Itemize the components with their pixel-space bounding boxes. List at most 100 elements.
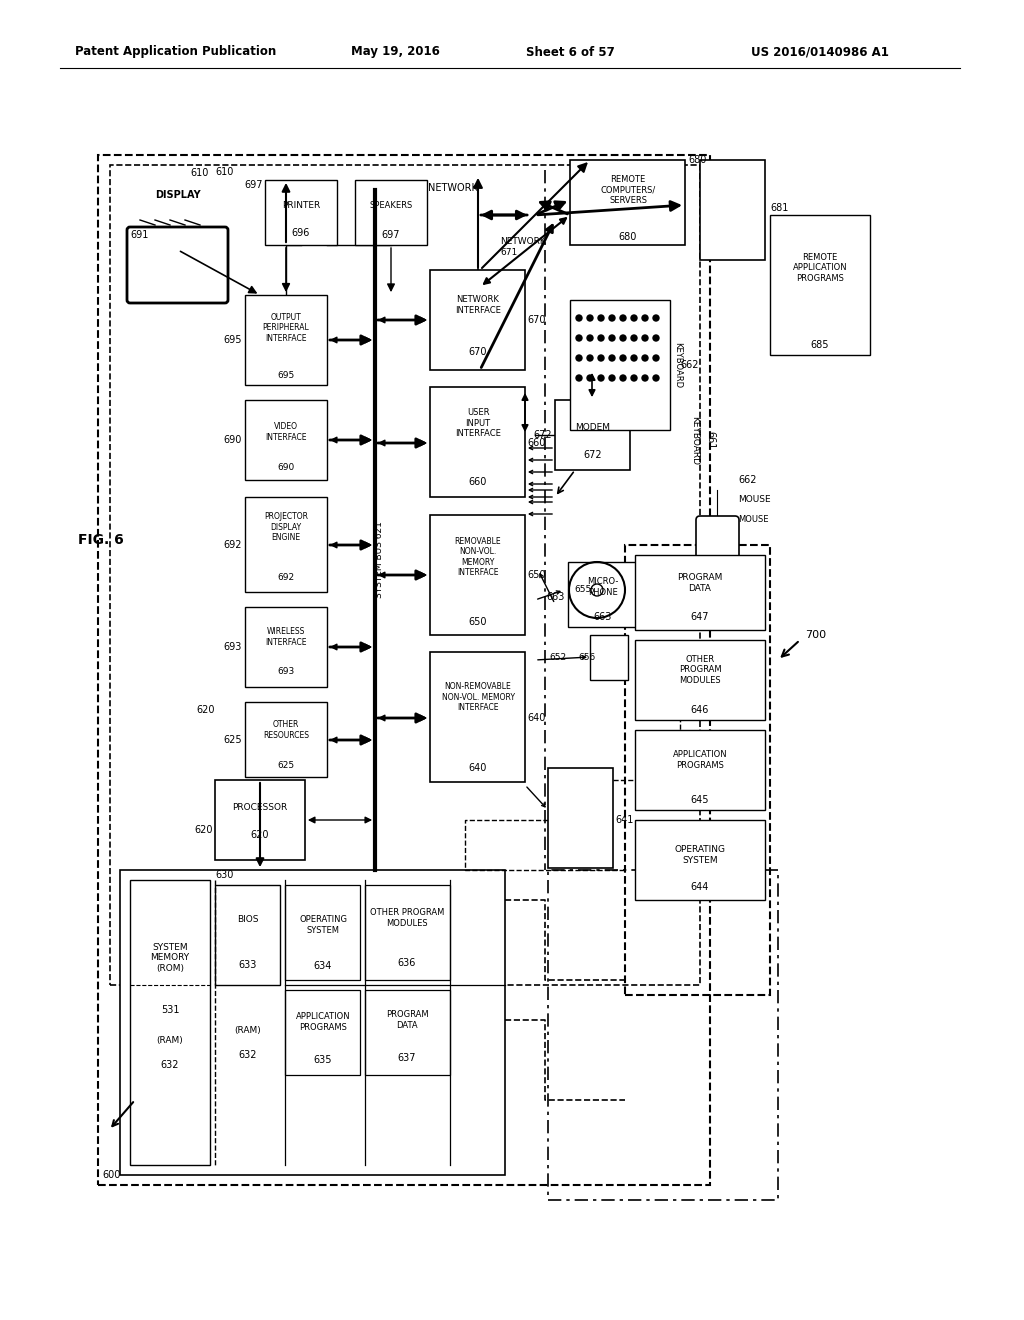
- Text: 610: 610: [215, 168, 233, 177]
- Text: DISPLAY: DISPLAY: [156, 190, 201, 201]
- Text: 663: 663: [594, 612, 612, 622]
- Text: 663: 663: [547, 591, 565, 602]
- Text: May 19, 2016: May 19, 2016: [350, 45, 439, 58]
- Circle shape: [575, 315, 582, 321]
- Circle shape: [620, 315, 626, 321]
- Text: REMOVABLE
NON-VOL.
MEMORY
INTERFACE: REMOVABLE NON-VOL. MEMORY INTERFACE: [455, 537, 502, 577]
- Circle shape: [620, 375, 626, 381]
- Text: 647: 647: [691, 612, 710, 622]
- Bar: [245, 294, 327, 385]
- Bar: [355, 180, 427, 246]
- Bar: [98, 154, 710, 1185]
- Text: 695: 695: [223, 335, 242, 345]
- Text: 620: 620: [251, 830, 269, 840]
- Circle shape: [587, 335, 593, 341]
- Circle shape: [609, 315, 615, 321]
- Text: 660: 660: [527, 438, 546, 447]
- Circle shape: [653, 375, 659, 381]
- Text: 697: 697: [245, 180, 263, 190]
- Text: 620: 620: [195, 825, 213, 836]
- Text: 691: 691: [130, 230, 148, 240]
- Bar: [430, 652, 525, 781]
- Circle shape: [620, 335, 626, 341]
- Bar: [635, 730, 765, 810]
- Bar: [555, 400, 630, 470]
- Text: SYSTEM BUS 621: SYSTEM BUS 621: [376, 521, 384, 598]
- Text: VIDEO
INTERFACE: VIDEO INTERFACE: [265, 422, 307, 442]
- Text: KEYBOARD: KEYBOARD: [673, 342, 682, 388]
- Text: NON-REMOVABLE
NON-VOL. MEMORY
INTERFACE: NON-REMOVABLE NON-VOL. MEMORY INTERFACE: [441, 682, 514, 711]
- Bar: [635, 820, 765, 900]
- Text: 655: 655: [574, 586, 592, 594]
- Text: 662: 662: [680, 360, 698, 370]
- Text: 672: 672: [584, 450, 602, 459]
- Text: 672: 672: [534, 430, 552, 440]
- Text: 652: 652: [550, 653, 567, 663]
- Text: REMOTE
COMPUTERS/
SERVERS: REMOTE COMPUTERS/ SERVERS: [600, 176, 655, 205]
- Circle shape: [631, 375, 637, 381]
- Text: FIG. 6: FIG. 6: [78, 533, 124, 546]
- Bar: [365, 884, 450, 979]
- Text: 644: 644: [691, 882, 710, 892]
- Text: OTHER
PROGRAM
MODULES: OTHER PROGRAM MODULES: [679, 655, 721, 685]
- Text: 531: 531: [161, 1005, 179, 1015]
- Bar: [285, 990, 360, 1074]
- Text: Sheet 6 of 57: Sheet 6 of 57: [525, 45, 614, 58]
- Text: 662: 662: [738, 475, 757, 484]
- Bar: [570, 300, 670, 430]
- Text: 681: 681: [770, 203, 788, 213]
- Text: (RAM): (RAM): [157, 1035, 183, 1044]
- Text: 641: 641: [615, 814, 634, 825]
- Text: USER
INPUT
INTERFACE: USER INPUT INTERFACE: [455, 408, 501, 438]
- Text: 680: 680: [618, 232, 637, 242]
- Text: OUTPUT
PERIPHERAL
INTERFACE: OUTPUT PERIPHERAL INTERFACE: [262, 313, 309, 343]
- Circle shape: [598, 335, 604, 341]
- Text: 637: 637: [397, 1053, 416, 1063]
- Text: MICRO-
PHONE: MICRO- PHONE: [588, 577, 618, 597]
- Bar: [120, 870, 505, 1175]
- Circle shape: [587, 375, 593, 381]
- Bar: [430, 387, 525, 498]
- Circle shape: [653, 355, 659, 360]
- Text: WIRELESS
INTERFACE: WIRELESS INTERFACE: [265, 627, 307, 647]
- Bar: [365, 990, 450, 1074]
- Text: 660: 660: [469, 477, 487, 487]
- Circle shape: [642, 355, 648, 360]
- Text: APPLICATION
PROGRAMS: APPLICATION PROGRAMS: [673, 750, 727, 770]
- Text: 620: 620: [197, 705, 215, 715]
- Circle shape: [642, 315, 648, 321]
- Circle shape: [609, 335, 615, 341]
- Text: 670: 670: [527, 315, 546, 325]
- Text: NETWORK: NETWORK: [428, 183, 478, 193]
- Text: MODEM: MODEM: [575, 422, 610, 432]
- Bar: [215, 884, 280, 985]
- Text: PROCESSOR: PROCESSOR: [232, 804, 288, 813]
- Text: 640: 640: [527, 713, 546, 723]
- Text: PROGRAM
DATA: PROGRAM DATA: [677, 573, 723, 593]
- Text: 600: 600: [102, 1170, 121, 1180]
- Bar: [130, 880, 210, 1166]
- Bar: [245, 607, 327, 686]
- Circle shape: [631, 335, 637, 341]
- Circle shape: [642, 375, 648, 381]
- Text: 656: 656: [578, 653, 595, 663]
- Text: MOUSE: MOUSE: [738, 516, 768, 524]
- Circle shape: [598, 315, 604, 321]
- Text: REMOTE
APPLICATION
PROGRAMS: REMOTE APPLICATION PROGRAMS: [793, 253, 847, 282]
- Circle shape: [653, 315, 659, 321]
- Circle shape: [609, 355, 615, 360]
- Text: 690: 690: [223, 436, 242, 445]
- Bar: [635, 554, 765, 630]
- Bar: [245, 400, 327, 480]
- Circle shape: [575, 375, 582, 381]
- FancyBboxPatch shape: [127, 227, 228, 304]
- Text: 697: 697: [382, 230, 400, 240]
- Text: 636: 636: [397, 958, 416, 968]
- Text: SYSTEM
MEMORY
(ROM): SYSTEM MEMORY (ROM): [151, 942, 189, 973]
- Text: 700: 700: [805, 630, 826, 640]
- Text: 690: 690: [278, 463, 295, 473]
- FancyBboxPatch shape: [696, 516, 739, 569]
- Bar: [285, 884, 360, 979]
- Text: 635: 635: [313, 1055, 332, 1065]
- Text: OTHER
RESOURCES: OTHER RESOURCES: [263, 721, 309, 739]
